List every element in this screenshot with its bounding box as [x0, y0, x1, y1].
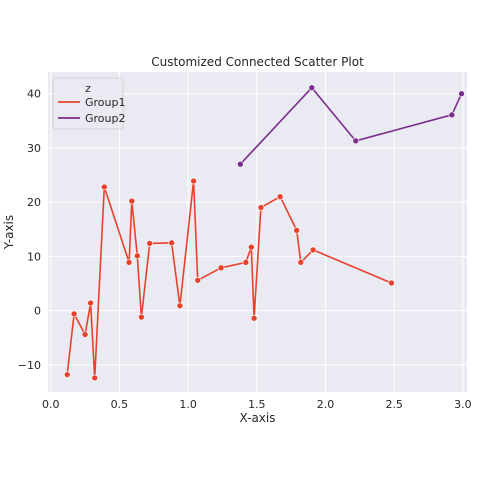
legend-box	[52, 77, 124, 130]
legend-label-group1: Group1	[85, 96, 126, 109]
data-point-group1	[133, 252, 141, 260]
data-point-group2	[448, 111, 456, 119]
x-tick-label: 0.0	[42, 398, 60, 411]
legend-title: z	[85, 82, 91, 95]
data-point-group1	[242, 259, 250, 266]
x-tick-label: 3.0	[454, 398, 472, 411]
x-tick-label: 2.0	[317, 398, 335, 411]
data-point-group1	[293, 227, 300, 234]
data-point-group1	[63, 371, 71, 378]
data-point-group1	[257, 204, 265, 211]
data-point-group1	[81, 331, 89, 338]
data-point-group2	[308, 84, 316, 92]
data-point-group1	[250, 314, 258, 322]
x-axis-label: X-axis	[240, 411, 276, 425]
data-point-group1	[309, 246, 317, 254]
y-tick-label: 0	[34, 305, 41, 318]
data-point-group1	[146, 240, 153, 247]
data-point-group1	[276, 193, 284, 201]
data-point-group1	[248, 243, 255, 251]
x-tick-label: 1.0	[179, 398, 197, 411]
tick-labels: 0.0 0.5 1.0 1.5 2.0 2.5 3.0 −10 0 10 20 30 40	[18, 88, 472, 411]
data-point-group2	[352, 137, 360, 145]
legend-label-group2: Group2	[85, 112, 126, 125]
data-point-group1	[217, 264, 225, 272]
data-point-group2	[237, 160, 244, 168]
chart-title: Customized Connected Scatter Plot	[151, 55, 364, 69]
data-point-group1	[194, 276, 202, 284]
series-layer	[63, 84, 465, 382]
x-tick-label: 2.5	[385, 398, 403, 411]
data-point-group1	[91, 374, 99, 382]
data-point-group1	[101, 183, 108, 191]
data-point-group2	[458, 90, 465, 97]
data-point-group1	[138, 313, 145, 321]
y-tick-label: 20	[27, 196, 41, 209]
data-point-group1	[190, 177, 197, 185]
data-point-group1	[87, 299, 94, 307]
x-tick-label: 1.5	[248, 398, 266, 411]
legend: z Group1 Group2	[52, 77, 126, 130]
data-point-group1	[297, 259, 305, 266]
data-point-group1	[168, 239, 175, 247]
y-tick-label: −10	[18, 359, 41, 372]
data-point-group1	[388, 279, 395, 287]
y-tick-label: 40	[27, 88, 41, 101]
y-tick-label: 10	[27, 250, 41, 263]
data-point-group1	[125, 259, 133, 266]
data-point-group1	[176, 302, 184, 310]
data-point-group1	[128, 197, 136, 205]
data-point-group1	[70, 310, 78, 318]
y-tick-label: 30	[27, 142, 41, 155]
y-axis-label: Y-axis	[2, 215, 16, 250]
x-tick-label: 0.5	[111, 398, 129, 411]
